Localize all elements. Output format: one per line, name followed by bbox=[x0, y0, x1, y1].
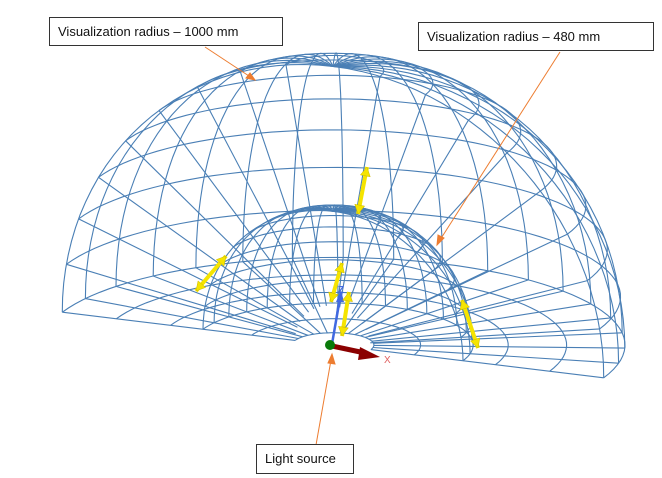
outer-meridian bbox=[332, 62, 592, 304]
outer-meridian bbox=[332, 53, 395, 260]
annotation-arrows bbox=[204, 46, 561, 446]
inner-meridian bbox=[246, 206, 334, 312]
wireframe-dome bbox=[61, 52, 626, 379]
inner-meridian bbox=[228, 207, 334, 317]
base-radial bbox=[372, 346, 619, 364]
outer-radius-pointer bbox=[204, 46, 253, 79]
outer-meridian bbox=[291, 52, 334, 259]
outer-meridian bbox=[84, 62, 334, 299]
x-axis-label: X bbox=[384, 355, 391, 366]
inner-meridian bbox=[332, 210, 464, 361]
cut-radial bbox=[285, 64, 327, 306]
base-radial bbox=[360, 279, 529, 337]
base-radial bbox=[365, 290, 564, 338]
inner-radius-label: Visualization radius – 480 mm bbox=[418, 22, 654, 51]
outer-meridian bbox=[332, 64, 612, 318]
arrowhead bbox=[245, 72, 257, 81]
outer-meridian bbox=[242, 53, 334, 262]
base-radial bbox=[370, 349, 604, 379]
outer-meridian bbox=[195, 55, 334, 268]
base-radial bbox=[195, 267, 315, 335]
inner-meridian bbox=[266, 205, 334, 308]
z-axis-arrowhead bbox=[336, 290, 344, 302]
z-axis-label: Z bbox=[338, 285, 344, 296]
cut-radial bbox=[361, 190, 541, 324]
outer-meridian bbox=[332, 58, 529, 280]
outer-meridian bbox=[332, 65, 626, 349]
direction-arrowhead bbox=[354, 203, 366, 215]
outer-radius-label: Visualization radius – 1000 mm bbox=[49, 17, 283, 46]
base-radial bbox=[115, 285, 303, 338]
base-radial bbox=[291, 258, 328, 334]
cut-radial bbox=[66, 263, 296, 335]
outer-meridian bbox=[332, 52, 344, 258]
cut-radial bbox=[370, 328, 600, 344]
outer-meridian bbox=[152, 57, 334, 277]
base-radial bbox=[371, 317, 611, 342]
cut-radial bbox=[368, 280, 588, 337]
direction-arrowhead bbox=[342, 291, 353, 302]
inner-meridian bbox=[312, 204, 334, 304]
inner-meridian bbox=[202, 209, 334, 330]
base-radial bbox=[373, 332, 623, 344]
outer-meridian bbox=[115, 59, 334, 287]
cut-radial bbox=[125, 140, 305, 317]
direction-arrowhead bbox=[328, 291, 339, 303]
outer-meridian bbox=[332, 65, 605, 378]
base-radial bbox=[62, 311, 296, 341]
light-source-origin-icon bbox=[325, 340, 335, 350]
outer-meridian bbox=[332, 54, 443, 264]
vector-markers bbox=[194, 166, 481, 360]
inner-meridian bbox=[213, 208, 334, 323]
light-source-pointer bbox=[315, 359, 332, 446]
inner-radius-pointer bbox=[439, 51, 561, 241]
cut-radial bbox=[158, 110, 310, 313]
direction-arrowhead bbox=[195, 280, 207, 292]
cut-radial bbox=[365, 233, 568, 330]
x-axis-arrowhead bbox=[358, 347, 380, 360]
direction-arrowhead bbox=[469, 337, 481, 349]
direction-arrowhead bbox=[459, 299, 471, 311]
base-radial bbox=[153, 275, 308, 336]
base-radial bbox=[242, 261, 321, 334]
outer-meridian bbox=[332, 65, 623, 333]
direction-arrowhead bbox=[334, 262, 345, 274]
cut-radial bbox=[356, 152, 508, 319]
base-radial bbox=[85, 298, 299, 340]
outer-meridian bbox=[61, 63, 334, 313]
cut-radial bbox=[197, 87, 315, 310]
arrowhead bbox=[436, 234, 445, 247]
cut-radial bbox=[98, 176, 301, 322]
direction-arrowhead bbox=[359, 166, 371, 178]
outer-meridian bbox=[332, 56, 489, 271]
inner-meridian bbox=[332, 209, 458, 326]
cut-radial bbox=[345, 94, 427, 311]
cut-radial bbox=[78, 218, 298, 328]
cut-radial bbox=[351, 119, 469, 314]
base-radial bbox=[373, 344, 625, 349]
direction-arrowhead bbox=[338, 326, 349, 337]
direction-arrowhead bbox=[215, 255, 227, 267]
light-source-label: Light source bbox=[256, 444, 354, 474]
outer-meridian bbox=[332, 60, 564, 292]
inner-meridian bbox=[289, 204, 334, 305]
base-radial bbox=[369, 303, 591, 340]
z-axis-arrow bbox=[330, 297, 342, 345]
inner-meridian bbox=[332, 204, 363, 304]
cut-radial bbox=[339, 76, 381, 308]
base-radial bbox=[341, 258, 395, 334]
cut-radial bbox=[239, 71, 321, 307]
arrowhead bbox=[327, 352, 336, 365]
